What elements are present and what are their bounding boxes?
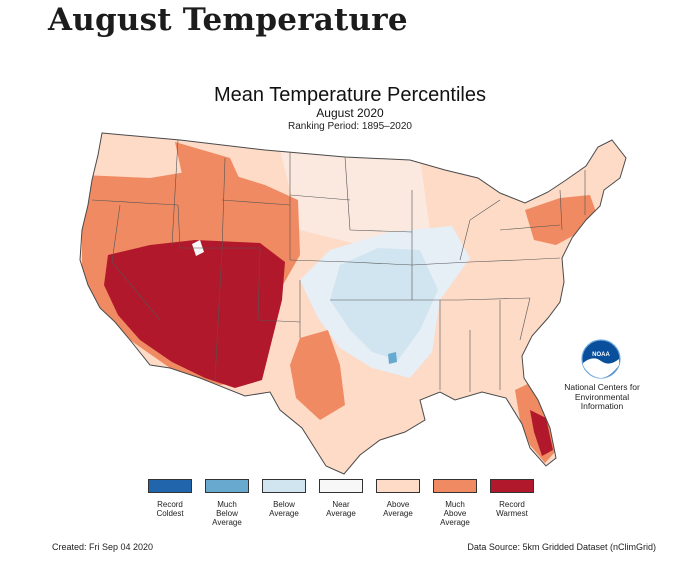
temperature-regions [80, 133, 626, 474]
legend-label-record-warmest: Record Warmest [496, 500, 528, 518]
noaa-logo-icon: NOAA [581, 339, 621, 379]
region-much-above-texas [290, 330, 345, 420]
legend-label-near: Near Average [326, 500, 356, 518]
legend-swatch-much-below [205, 479, 249, 493]
legend-swatch-near [319, 479, 363, 493]
legend-swatch-record-warmest [490, 479, 534, 493]
legend-swatch-record-coldest [148, 479, 192, 493]
region-near-average-northplains [280, 150, 430, 250]
legend-swatch-below [262, 479, 306, 493]
region-below-average-central [330, 248, 438, 360]
legend-swatch-much-above [433, 479, 477, 493]
us-outline [79, 132, 627, 475]
legend-label-above: Above Average [383, 500, 413, 518]
state-borders [91, 139, 586, 392]
legend-label-below: Below Average [269, 500, 299, 518]
legend-label-much-below: Much Below Average [212, 500, 242, 527]
created-date: Created: Fri Sep 04 2020 [52, 542, 154, 552]
legend-label-much-above: Much Above Average [440, 500, 470, 527]
region-record-warmest-florida [530, 410, 553, 456]
map-subtitle: August 2020 [316, 106, 384, 120]
map-title: Mean Temperature Percentiles [214, 84, 486, 106]
data-source: Data Source: 5km Gridded Dataset (nClimG… [467, 542, 656, 552]
region-much-above-northwest [175, 142, 240, 200]
legend-label-record-coldest: Record Coldest [156, 500, 184, 518]
ncei-caption: National Centers for Environmental Infor… [564, 382, 640, 411]
page-heading: August Temperature [48, 2, 408, 38]
ranking-period: Ranking Period: 1895–2020 [288, 121, 412, 132]
region-much-below-arkansas [388, 352, 397, 364]
noaa-logo-text: NOAA [592, 352, 610, 358]
legend-swatch-above [376, 479, 420, 493]
region-record-warmest-southwest [104, 240, 285, 388]
